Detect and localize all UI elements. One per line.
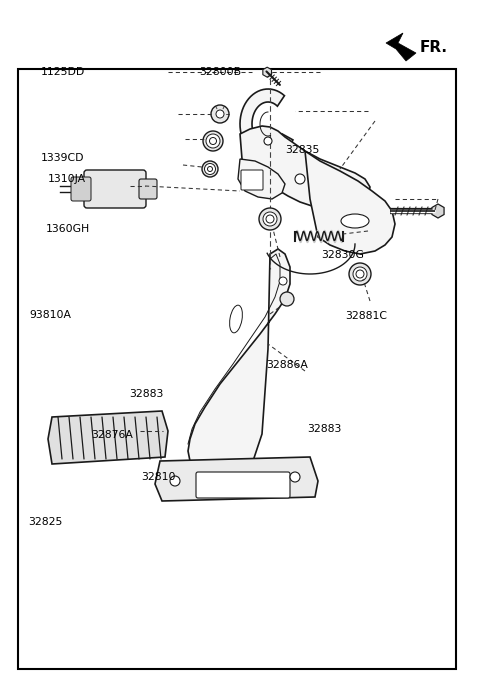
Polygon shape [188,249,290,477]
Text: FR.: FR. [420,39,448,54]
Circle shape [204,163,216,174]
Text: 1310JA: 1310JA [48,174,86,184]
Text: 32883: 32883 [130,389,164,399]
Circle shape [353,267,367,281]
Circle shape [170,476,180,486]
Ellipse shape [229,305,242,333]
FancyBboxPatch shape [196,472,290,498]
Text: 32830G: 32830G [322,250,364,260]
Circle shape [259,208,281,230]
Text: 32835: 32835 [286,145,320,155]
Polygon shape [155,457,318,501]
Circle shape [203,131,223,151]
Text: 32883: 32883 [307,424,342,433]
Polygon shape [432,204,444,218]
Text: 32881C: 32881C [346,311,387,320]
Circle shape [266,215,274,223]
Circle shape [263,212,277,226]
Circle shape [279,277,287,285]
Circle shape [295,174,305,184]
Text: 93810A: 93810A [30,310,72,320]
Circle shape [209,138,216,145]
Polygon shape [305,151,395,254]
Circle shape [356,270,364,278]
FancyBboxPatch shape [71,177,91,201]
Circle shape [211,105,229,123]
Text: 1339CD: 1339CD [41,154,84,163]
Polygon shape [240,126,370,209]
Polygon shape [263,67,272,77]
Circle shape [349,263,371,285]
Polygon shape [240,89,293,159]
Text: 1125DD: 1125DD [41,68,85,77]
Text: 32886A: 32886A [266,360,308,370]
FancyBboxPatch shape [84,170,146,208]
Circle shape [290,472,300,482]
FancyBboxPatch shape [139,179,157,199]
Bar [18,69,456,669]
Circle shape [280,292,294,306]
FancyBboxPatch shape [241,170,263,190]
Circle shape [206,134,220,148]
Polygon shape [386,33,416,61]
Ellipse shape [341,214,369,228]
Text: 1360GH: 1360GH [46,224,90,234]
Circle shape [216,110,224,118]
Text: 32810: 32810 [142,472,176,482]
Polygon shape [238,159,285,199]
Text: 32876A: 32876A [91,431,133,440]
Circle shape [264,137,272,145]
Text: 32825: 32825 [28,517,62,526]
Text: 32800B: 32800B [199,68,241,77]
Circle shape [202,161,218,177]
Polygon shape [48,411,168,464]
Circle shape [207,167,213,172]
